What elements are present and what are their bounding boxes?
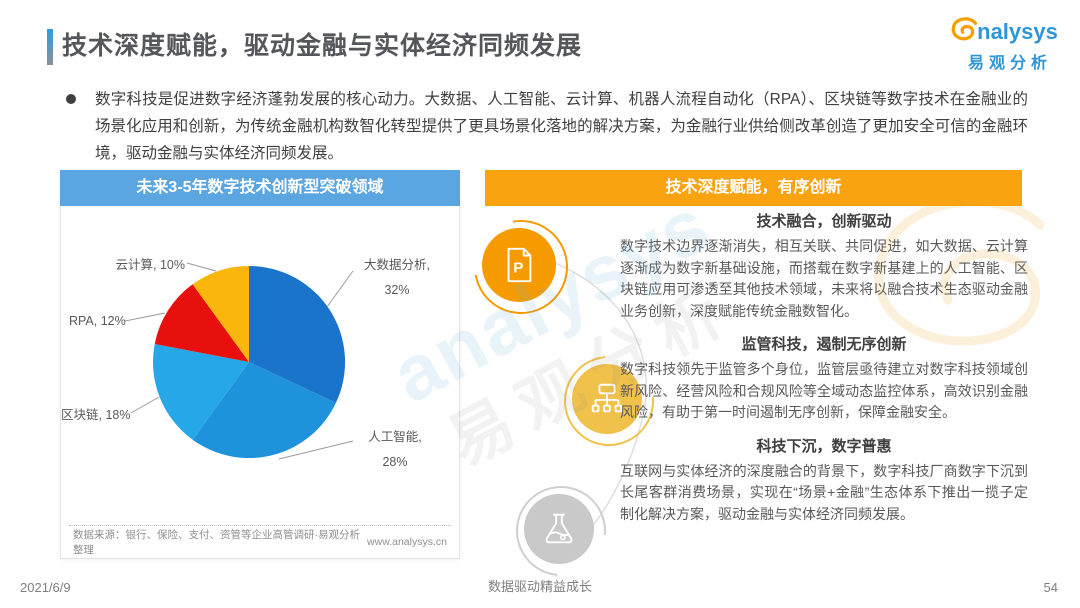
flask-icon	[524, 494, 594, 564]
section-tech-fusion: 技术融合，创新驱动 数字技术边界逐渐消失，相互关联、共同促进，如大数据、云计算逐…	[620, 210, 1028, 322]
left-panel-header: 未来3-5年数字技术创新型突破领域	[60, 170, 460, 206]
svg-text:P: P	[513, 260, 523, 277]
page-title: 技术深度赋能，驱动金融与实体经济同频发展	[62, 32, 583, 60]
right-panel-header: 技术深度赋能，有序创新	[485, 170, 1022, 206]
pie-chart-area: 大数据分析, 32% 人工智能, 28% 区块链, 18% RPA, 12% 云计算, 10…	[61, 207, 459, 525]
section-body: 数字科技领先于监管多个身位，监管层亟待建立对数字科技领域创新风险、经营风险和合规…	[620, 361, 1028, 420]
source-note: 数据来源：银行、保险、支付、资管等企业高管调研·易观分析整理	[73, 529, 360, 556]
pie-chart-svg	[124, 262, 354, 460]
section-regtech: 监管科技，遏制无序创新 数字科技领先于监管多个身位，监管层亟待建立对数字科技领域…	[620, 333, 1028, 424]
brand-name-cn: 易观分析	[967, 55, 1052, 72]
section-heading: 技术融合，创新驱动	[756, 213, 892, 230]
title-accent-bar	[47, 29, 53, 65]
pie-slice-云计算	[192, 266, 249, 362]
footer-date: 2021/6/9	[20, 580, 71, 595]
leader-line-RPA	[124, 312, 166, 322]
pie-label-大数据分析: 大数据分析, 32%	[364, 258, 430, 297]
pie-slice-RPA	[154, 284, 249, 362]
pie-label-RPA: RPA, 12%	[69, 314, 126, 328]
footer-page-number: 54	[1043, 580, 1058, 595]
pie-label-人工智能: 人工智能, 28%	[368, 430, 422, 469]
leader-line-区块链	[130, 396, 160, 414]
section-heading: 科技下沉，数字普惠	[756, 437, 892, 455]
pie-slice-区块链	[152, 344, 249, 440]
brand-swirl-icon	[948, 16, 980, 48]
pie-slice-大数据分析	[249, 266, 346, 403]
section-body: 互联网与实体经济的深度融合的背景下，数字科技厂商数字下沉到长尾客群消费场景，实现…	[620, 462, 1028, 522]
section-tech-inclusion: 科技下沉，数字普惠 互联网与实体经济的深度融合的背景下，数字科技厂商数字下沉到长…	[620, 435, 1028, 526]
pie-slice-人工智能	[192, 362, 336, 459]
pie-label-云计算: 云计算, 10%	[115, 258, 185, 272]
source-row: 数据来源：银行、保险、支付、资管等企业高管调研·易观分析整理 www.analy…	[69, 525, 451, 558]
intro-paragraph: 数字科技是促进数字经济蓬勃发展的核心动力。大数据、人工智能、云计算、机器人流程自…	[95, 91, 1028, 162]
org-chart-icon	[572, 364, 642, 434]
document-p-icon: P	[482, 228, 556, 302]
leader-line-云计算	[186, 262, 217, 272]
leader-line-人工智能	[278, 440, 354, 460]
brand-name: nalysys	[977, 19, 1058, 44]
section-heading: 监管科技，遏制无序创新	[741, 336, 907, 353]
bullet-icon	[66, 94, 76, 104]
right-panel-sections: 技术融合，创新驱动 数字技术边界逐渐消失，相互关联、共同促进，如大数据、云计算逐…	[620, 210, 1028, 536]
connector-arc	[547, 259, 647, 557]
brand-logo: nalysys 易观分析	[938, 16, 1068, 73]
pie-chart-card: 大数据分析, 32% 人工智能, 28% 区块链, 18% RPA, 12% 云计算, 10…	[60, 170, 460, 559]
leader-line-大数据分析	[326, 270, 354, 308]
section-body: 数字技术边界逐渐消失，相互关联、共同促进，如大数据、云计算逐渐成为数字新基础设施…	[620, 238, 1028, 319]
footer-slogan: 数据驱动精益成长	[487, 579, 592, 594]
source-website: www.analysys.cn	[367, 536, 447, 548]
pie-label-区块链: 区块链, 18%	[61, 408, 131, 422]
